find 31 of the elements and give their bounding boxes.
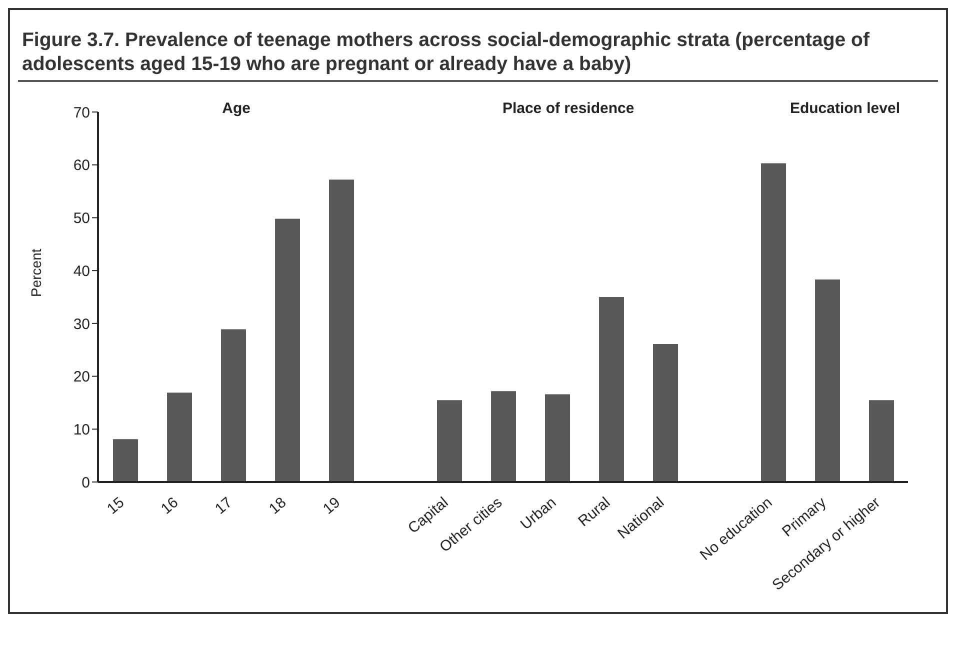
bar xyxy=(329,180,354,482)
bar xyxy=(491,391,516,482)
annotation: Age xyxy=(221,100,252,117)
x-tick-label: 17 xyxy=(212,494,236,518)
y-tick-label: 70 xyxy=(73,104,90,122)
y-tick-label: 60 xyxy=(73,157,90,174)
bar xyxy=(275,218,300,482)
x-tick-label: 18 xyxy=(266,494,290,518)
y-tick-label: 10 xyxy=(73,421,90,438)
annotation: Place of residence xyxy=(501,100,636,117)
bar xyxy=(221,329,246,482)
bar xyxy=(653,344,678,482)
chart-title: Figure 3.7. Prevalence of teenage mothers across social-demographic strata (percentage of adolescents aged 15-19 who are pregnant or already have a baby) xyxy=(21,28,870,76)
y-tick-label: 0 xyxy=(82,474,90,492)
y-tick-label: 40 xyxy=(73,262,90,280)
bar xyxy=(815,280,840,482)
bar xyxy=(545,394,570,482)
x-tick-label: 19 xyxy=(320,494,344,518)
bar xyxy=(437,400,462,482)
y-tick-label: 20 xyxy=(73,368,90,386)
annotation: Education level xyxy=(788,100,902,117)
y-axis-title: Percent xyxy=(28,248,44,297)
bar xyxy=(167,392,192,482)
x-tick-label: 15 xyxy=(104,494,128,518)
x-tick-label: 16 xyxy=(158,494,182,518)
y-tick-label: 30 xyxy=(73,316,90,333)
bar xyxy=(869,400,894,482)
bar xyxy=(113,439,138,482)
y-tick-label: 50 xyxy=(73,210,90,228)
bar xyxy=(761,163,786,482)
bar xyxy=(599,297,624,482)
